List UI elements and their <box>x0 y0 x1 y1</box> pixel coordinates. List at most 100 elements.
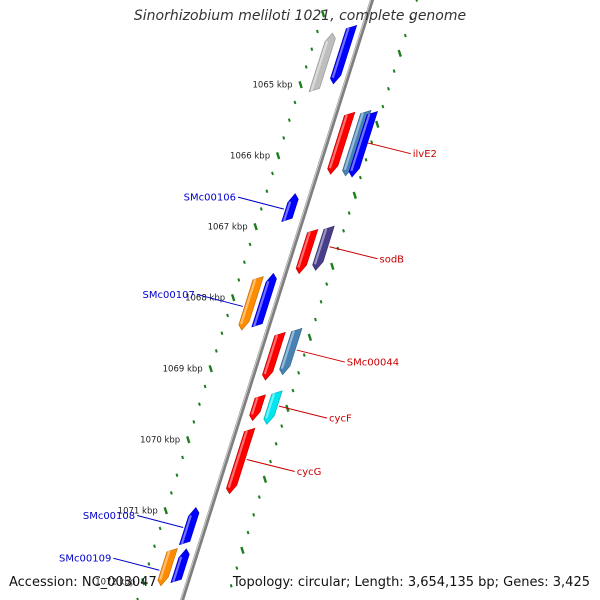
genes-value: 3,425 <box>552 575 590 590</box>
left-rail-tick <box>175 473 179 478</box>
right-rail-tick <box>415 0 419 2</box>
right-rail-tick <box>280 424 284 428</box>
gene-arrow <box>238 276 264 331</box>
length-label: Length: <box>354 575 404 590</box>
left-rail-tick <box>153 544 156 549</box>
left-rail-tick <box>169 491 173 495</box>
gene-arrow <box>262 331 286 381</box>
gene-arrow <box>263 390 283 425</box>
gene-arrow <box>157 548 178 587</box>
backbone-highlight <box>180 0 372 600</box>
right-rail-tick <box>229 583 233 588</box>
right-rail-tick <box>387 86 390 91</box>
left-rail-tick <box>237 278 241 282</box>
backbone-line <box>180 0 375 600</box>
gene-highlight <box>263 334 279 375</box>
right-rail-tick <box>364 157 368 162</box>
right-rail-tick <box>358 175 362 180</box>
genome-stats: Topology: circular; Length: 3,654,135 bp… <box>232 575 590 590</box>
left-rail-tick <box>293 100 297 105</box>
gene-label-leader <box>113 557 160 571</box>
kbp-tick-label: 1066 kbp <box>230 152 270 162</box>
gene-highlight <box>227 430 248 488</box>
gene-label: SMc00108 <box>83 511 135 522</box>
right-rail-tick <box>314 317 317 322</box>
kbp-tick-label: 1067 kbp <box>208 223 248 233</box>
left-rail-tick <box>320 9 326 18</box>
gene-label: cycF <box>329 414 352 425</box>
left-rail-tick <box>226 313 229 318</box>
right-rail-tick <box>375 120 380 129</box>
right-rail-tick <box>246 530 250 535</box>
right-rail-tick <box>319 299 323 304</box>
gene-highlight <box>240 278 257 325</box>
left-rail-tick <box>147 562 151 566</box>
topology-label: Topology: <box>232 575 294 590</box>
gene-label: SMc00109 <box>59 554 111 565</box>
left-rail-tick <box>253 222 258 231</box>
right-rail-tick <box>257 495 261 499</box>
gene-label: SMc00044 <box>347 358 399 369</box>
right-rail-tick <box>262 475 268 484</box>
gene-highlight <box>310 40 329 92</box>
left-rail-tick <box>198 402 201 407</box>
gene-arrow <box>327 111 356 175</box>
left-rail-tick <box>192 420 196 424</box>
left-rail-tick <box>181 455 185 460</box>
gene-label: SMc00107 <box>143 290 195 301</box>
left-rail-tick <box>275 151 281 160</box>
left-rail-tick <box>242 260 246 265</box>
gene-arrow <box>312 225 335 271</box>
right-rail-tick <box>409 15 413 20</box>
left-rail-tick <box>248 242 252 247</box>
kbp-tick-label: 1065 kbp <box>253 81 293 91</box>
gene-label: SMc00106 <box>184 193 236 204</box>
gene-arrow <box>295 228 319 275</box>
left-rail-tick <box>310 47 314 52</box>
gene-arrow <box>249 394 266 422</box>
kbp-tick-label: 1071 kbp <box>118 507 158 517</box>
gene-highlight <box>297 231 311 268</box>
gene-highlight <box>250 397 259 415</box>
left-rail-tick <box>158 526 162 531</box>
right-rail-tick <box>235 566 239 570</box>
right-rail-tick <box>269 459 272 464</box>
left-rail-tick <box>298 80 303 89</box>
left-rail-tick <box>265 189 269 194</box>
gene-label-leader <box>196 293 243 307</box>
right-rail-tick <box>307 333 313 342</box>
left-rail-tick <box>304 65 308 69</box>
right-rail-tick <box>381 104 385 109</box>
left-rail-tick <box>220 331 224 336</box>
gene-label-leader <box>237 196 285 210</box>
kbp-tick-label: 1072 kbp <box>95 578 135 588</box>
accession-info: Accession: NC_003047 <box>9 575 157 590</box>
gene-highlight <box>328 114 348 169</box>
right-rail-tick <box>252 512 256 517</box>
gene-label: sodB <box>380 254 405 265</box>
kbp-tick-label: 1068 kbp <box>185 294 225 304</box>
right-rail-tick <box>325 282 329 286</box>
left-rail-tick <box>282 136 286 140</box>
left-rail-tick <box>259 207 263 211</box>
left-rail-tick <box>214 349 218 353</box>
gene-highlight <box>350 113 371 172</box>
gene-label-leader <box>296 349 345 363</box>
left-rail-tick <box>163 506 168 515</box>
right-rail-tick <box>297 370 301 375</box>
gene-label-leader <box>329 246 378 260</box>
gene-arrow <box>279 327 303 376</box>
right-rail-tick <box>352 191 357 200</box>
gene-highlight <box>343 112 364 171</box>
gene-arrow <box>348 111 378 178</box>
genome-title: Sinorhizobium meliloti 1021, complete ge… <box>133 8 467 24</box>
gene-highlight <box>331 27 350 79</box>
right-rail-tick <box>370 140 374 144</box>
right-rail-tick <box>347 211 351 215</box>
left-rail-tick <box>208 364 213 373</box>
left-rail-tick <box>136 597 139 600</box>
left-rail-tick <box>186 435 191 444</box>
gene-highlight <box>313 228 328 265</box>
right-rail-tick <box>274 441 278 446</box>
